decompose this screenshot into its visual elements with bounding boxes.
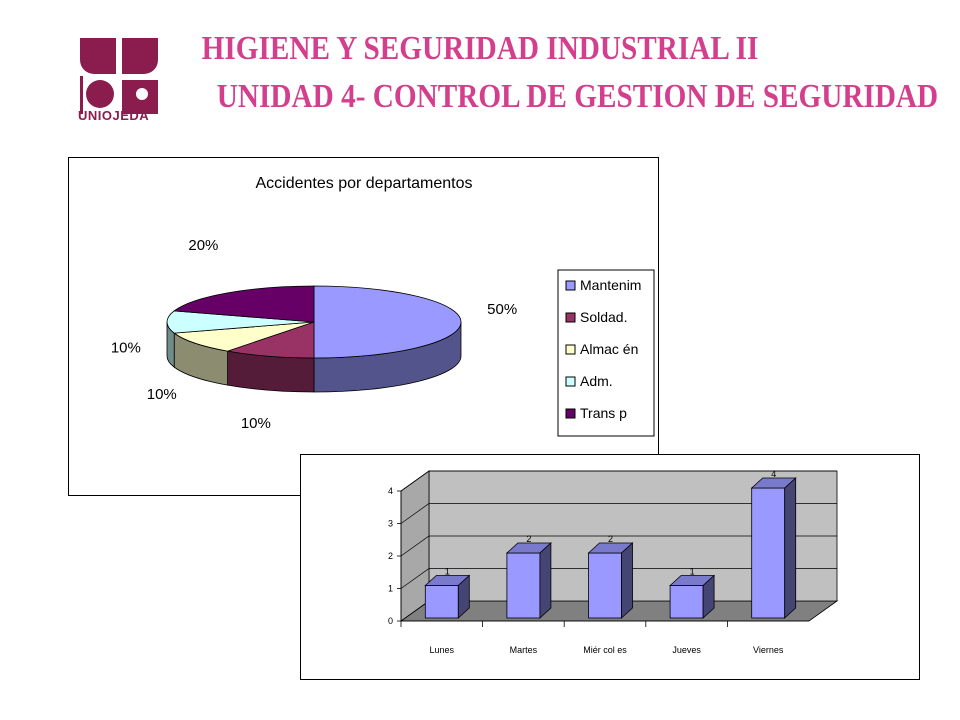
bar-gridline-2 xyxy=(400,568,837,589)
pie-slice-2 xyxy=(227,321,315,359)
page-title: HIGIENE Y SEGURIDAD INDUSTRIAL II xyxy=(201,30,759,67)
bar-data-label-5: 4 xyxy=(771,469,776,479)
page-subtitle: UNIDAD 4- CONTROL DE GESTION DE SEGURIDA… xyxy=(216,78,939,115)
pie-data-label-2: 10% xyxy=(241,415,271,432)
pie-legend-swatch-3 xyxy=(565,344,576,355)
uniojeda-logo xyxy=(80,38,158,114)
pie-slice-3 xyxy=(173,321,315,352)
bar-2 xyxy=(506,552,541,619)
bar-category-label-5: Viernes xyxy=(753,645,784,655)
pie-chart-panel: Accidentes por departamentos 50% 10% 10% 10… xyxy=(68,157,659,496)
bar-side-5 xyxy=(784,477,797,619)
pie-legend-swatch-2 xyxy=(565,312,576,323)
pie-slice-1 xyxy=(313,285,462,359)
bar-4 xyxy=(669,585,704,619)
pie-data-label-4: 10% xyxy=(111,340,141,357)
bar-5 xyxy=(751,487,786,619)
pie-data-label-5: 20% xyxy=(188,237,218,254)
logo-text: UNIOJEDA xyxy=(78,108,150,123)
bar-ytick-label-5: 4 xyxy=(388,486,393,496)
bar-data-label-2: 2 xyxy=(526,534,531,544)
bar-ytick-label-2: 1 xyxy=(388,584,393,594)
pie-legend-label-5: Trans p xyxy=(580,405,627,421)
pie-legend: Mantenim Soldad. Almac én Adm. Trans p xyxy=(557,269,655,437)
bar-category-label-1: Lunes xyxy=(430,645,455,655)
bar-data-label-1: 1 xyxy=(445,567,450,577)
bar-chart-panel: 0 1 2 3 4 1 Lunes 2 Martes 2 Miér col es 1 Jueves 4 V… xyxy=(300,454,920,680)
bar-side-3 xyxy=(621,542,633,619)
pie-legend-swatch-4 xyxy=(565,376,576,387)
bar-chart: 0 1 2 3 4 1 Lunes 2 Martes 2 Miér col es 1 Jueves 4 V… xyxy=(388,469,839,655)
bar-gridline-3 xyxy=(400,535,837,557)
bar-category-label-4: Jueves xyxy=(672,645,701,655)
bar-ytick-label-3: 2 xyxy=(388,551,393,561)
bar-category-label-2: Martes xyxy=(510,645,538,655)
pie-chart: Accidentes por departamentos 50% 10% 10% 10… xyxy=(111,175,655,437)
bar-side-4 xyxy=(702,574,715,619)
bar-3 xyxy=(588,552,622,619)
pie-data-label-3: 10% xyxy=(147,386,177,403)
bar-gridline-5 xyxy=(400,470,837,492)
pie-legend-label-2: Soldad. xyxy=(580,309,627,325)
pie-slice-5 xyxy=(173,285,315,323)
bar-ytick-label-1: 0 xyxy=(388,616,393,626)
pie-legend-label-3: Almac én xyxy=(580,341,638,357)
bar-gridline-4 xyxy=(400,503,837,524)
pie-slice-4 xyxy=(166,310,315,334)
bar-data-label-4: 1 xyxy=(690,567,695,577)
bar-side-1 xyxy=(457,574,470,619)
bar-side-2 xyxy=(539,542,552,619)
pie-legend-swatch-5 xyxy=(565,408,576,419)
pie-data-label-1: 50% xyxy=(487,301,517,318)
bar-data-label-3: 2 xyxy=(608,534,613,544)
bar-ytick-label-4: 3 xyxy=(388,519,393,529)
pie-legend-swatch-1 xyxy=(565,280,576,291)
pie-chart-title: Accidentes por departamentos xyxy=(255,175,472,192)
bar-1 xyxy=(424,585,459,619)
pie-legend-label-4: Adm. xyxy=(580,373,613,389)
bar-category-label-3: Miér col es xyxy=(583,645,627,655)
pie-legend-label-1: Mantenim xyxy=(580,277,641,293)
